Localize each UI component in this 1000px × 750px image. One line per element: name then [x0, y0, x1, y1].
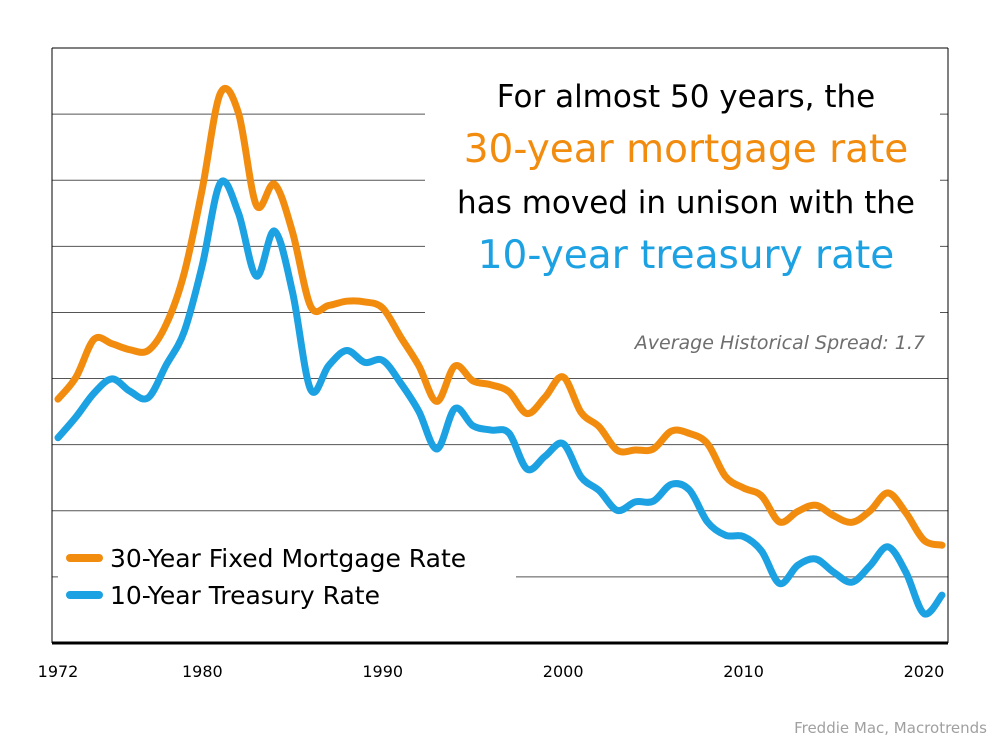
- source-credit: Freddie Mac, Macrotrends: [794, 719, 987, 737]
- x-tick-label: 1980: [182, 662, 223, 681]
- headline-line-3: has moved in unison with the: [457, 185, 915, 221]
- legend-label: 10-Year Treasury Rate: [110, 581, 380, 610]
- headline-line-2: 30-year mortgage rate: [464, 127, 909, 172]
- spread-annotation: Average Historical Spread: 1.7: [633, 332, 925, 354]
- series-layer: [54, 84, 946, 618]
- treasury-rate-line: [54, 177, 946, 618]
- legend-backdrop: [58, 536, 516, 620]
- x-tick-labels: 1972 1980 1990 2000 2010 2020: [38, 662, 945, 681]
- legend-label: 30-Year Fixed Mortgage Rate: [110, 544, 466, 573]
- headline-line-4: 10-year treasury rate: [478, 233, 895, 278]
- legend: 30-Year Fixed Mortgage Rate 10-Year Treas…: [66, 544, 466, 610]
- mortgage-rate-line: [54, 84, 946, 549]
- x-tick-label: 1990: [362, 662, 403, 681]
- headline-line-1: For almost 50 years, the: [497, 79, 875, 115]
- x-tick-label: 2000: [543, 662, 584, 681]
- x-tick-label: 2020: [904, 662, 945, 681]
- x-tick-label: 1972: [38, 662, 79, 681]
- headline-backdrop: [425, 60, 940, 360]
- x-tick-label: 2010: [723, 662, 764, 681]
